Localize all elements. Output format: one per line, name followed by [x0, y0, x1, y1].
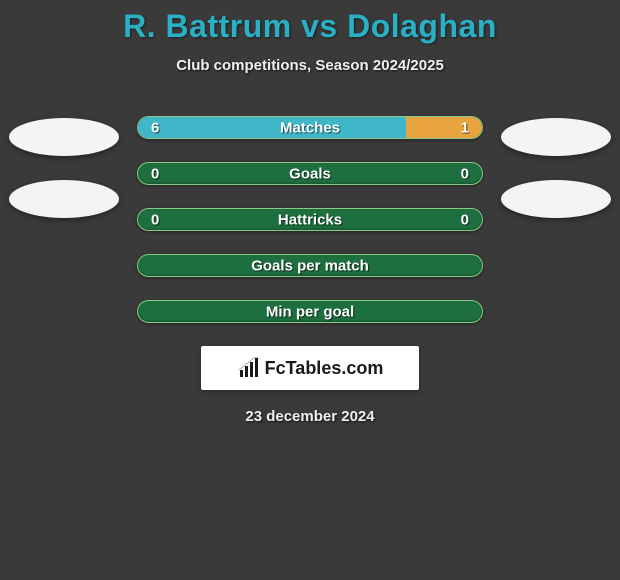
bars-col: 6 1 Matches 0 0 Goals 0 0 Hattricks Goals per mat…: [137, 116, 483, 323]
bar-value-left: 0: [151, 165, 159, 182]
page-title: R. Battrum vs Dolaghan: [123, 8, 497, 45]
page-subtitle: Club competitions, Season 2024/2025: [176, 57, 444, 74]
bar-label: Goals per match: [251, 257, 369, 274]
source-logo[interactable]: FcTables.com: [201, 346, 419, 390]
bar-value-right: 1: [461, 119, 469, 136]
right-avatar-col: [501, 116, 611, 218]
player-right-avatar: [501, 118, 611, 156]
club-left-avatar: [9, 180, 119, 218]
bar-value-right: 0: [461, 165, 469, 182]
bar-value-left: 6: [151, 119, 159, 136]
stat-bar: Goals per match: [137, 254, 483, 277]
bar-label: Matches: [280, 119, 340, 136]
bar-value-left: 0: [151, 211, 159, 228]
stat-bar: 6 1 Matches: [137, 116, 483, 139]
bar-label: Min per goal: [266, 303, 354, 320]
comparison-card: R. Battrum vs Dolaghan Club competitions…: [0, 0, 620, 580]
stat-bar: 0 0 Hattricks: [137, 208, 483, 231]
bar-label: Hattricks: [278, 211, 342, 228]
chart-icon: [237, 356, 261, 380]
bar-fill-left: [138, 117, 406, 138]
stat-bar: 0 0 Goals: [137, 162, 483, 185]
bar-value-right: 0: [461, 211, 469, 228]
date-label: 23 december 2024: [245, 408, 374, 425]
player-left-avatar: [9, 118, 119, 156]
bar-label: Goals: [289, 165, 331, 182]
club-right-avatar: [501, 180, 611, 218]
stat-bar: Min per goal: [137, 300, 483, 323]
bar-fill-right: [406, 117, 482, 138]
source-logo-text: FcTables.com: [265, 358, 384, 379]
main-row: 6 1 Matches 0 0 Goals 0 0 Hattricks Goals per mat…: [0, 116, 620, 323]
left-avatar-col: [9, 116, 119, 218]
